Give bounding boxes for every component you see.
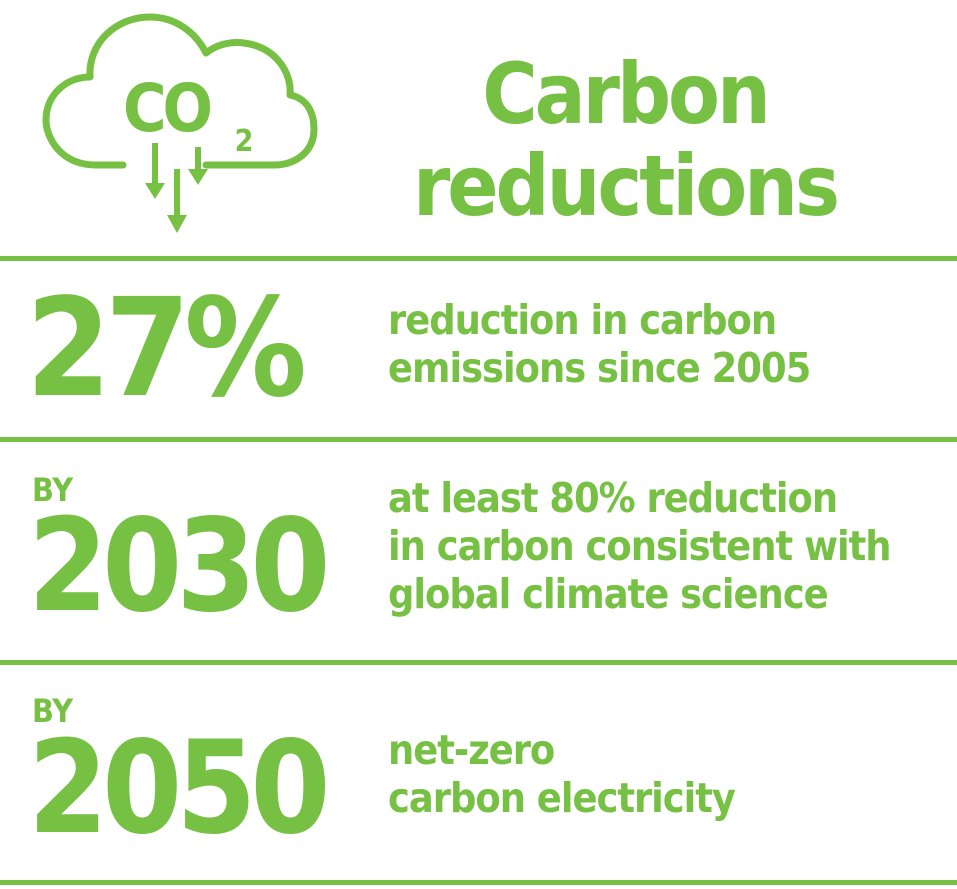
stat-2030-description: at least 80% reduction in carbon consist… xyxy=(388,474,892,618)
co2-cloud-icon: CO 2 xyxy=(38,5,318,237)
description-line: reduction in carbon xyxy=(388,296,777,344)
description-line: global climate science xyxy=(388,570,829,618)
description-line: net-zero xyxy=(388,726,555,774)
co2-cloud-graphic: CO 2 xyxy=(42,13,318,233)
co2-subscript: 2 xyxy=(235,124,254,159)
cloud-outline xyxy=(42,13,318,169)
stat-27-description: reduction in carbon emissions since 2005 xyxy=(388,296,811,392)
stat-2030-year: 2030 xyxy=(28,492,330,641)
page-title: Carbon reductions xyxy=(390,48,860,232)
divider-1 xyxy=(0,256,957,261)
down-arrows-icon xyxy=(145,143,208,233)
divider-3 xyxy=(0,660,957,665)
description-line: at least 80% reduction xyxy=(388,474,838,522)
title-line-2: reductions xyxy=(412,137,840,235)
stat-2050-year: 2050 xyxy=(28,714,330,863)
by-label-2050: BY xyxy=(32,692,74,730)
by-label-2030: BY xyxy=(32,471,74,509)
divider-4 xyxy=(0,880,957,885)
co2-label: CO xyxy=(123,70,211,147)
stat-2050-description: net-zero carbon electricity xyxy=(388,726,736,822)
title-line-1: Carbon xyxy=(482,45,771,143)
divider-2 xyxy=(0,437,957,442)
description-line: emissions since 2005 xyxy=(388,344,811,392)
description-line: carbon electricity xyxy=(388,774,736,822)
stat-27-percent: 27% xyxy=(26,270,307,428)
description-line: in carbon consistent with xyxy=(388,522,892,570)
